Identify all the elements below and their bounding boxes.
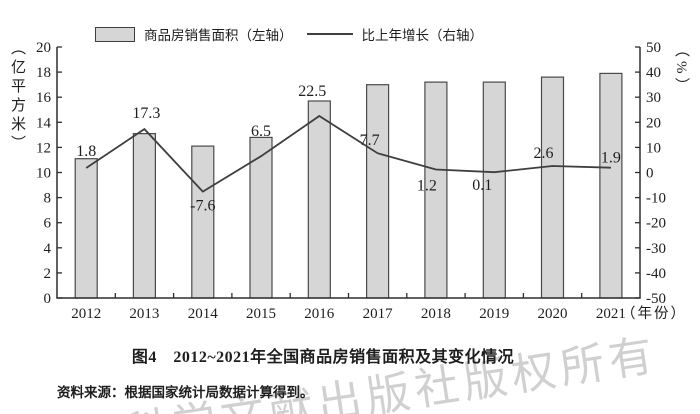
line-legend-label: 比上年增长（右轴） bbox=[361, 28, 484, 43]
year-label-2021: 2021 bbox=[596, 306, 626, 322]
bar-2016 bbox=[307, 100, 331, 299]
data-label-2018: 1.2 bbox=[417, 178, 437, 195]
left-tick-label: 8 bbox=[44, 191, 52, 207]
source-note: 资料来源：根据国家统计局数据计算得到。 bbox=[57, 385, 314, 400]
year-label-2016: 2016 bbox=[304, 306, 335, 322]
bar-legend-swatch-icon bbox=[95, 26, 135, 42]
year-label-2020: 2020 bbox=[538, 306, 568, 322]
left-tick-label: 2 bbox=[44, 266, 52, 282]
data-label-2017: 7.7 bbox=[360, 132, 380, 149]
right-tick-label: 10 bbox=[646, 140, 661, 156]
left-tick-label: 16 bbox=[36, 90, 52, 106]
x-axis-unit-label: （年份） bbox=[621, 306, 687, 322]
left-tick-label: 10 bbox=[36, 166, 51, 182]
year-label-2012: 2012 bbox=[71, 306, 101, 322]
year-label-2013: 2013 bbox=[129, 306, 159, 322]
bar-2013 bbox=[132, 133, 156, 299]
data-label-2015: 6.5 bbox=[251, 123, 271, 140]
right-tick-label: 50 bbox=[646, 40, 661, 56]
left-tick-label: 12 bbox=[36, 140, 51, 156]
data-label-2019: 0.1 bbox=[472, 177, 492, 194]
right-tick-label: -30 bbox=[646, 241, 666, 257]
right-tick-label: 20 bbox=[646, 115, 661, 131]
data-label-2016: 22.5 bbox=[298, 83, 326, 100]
year-label-2017: 2017 bbox=[363, 306, 394, 322]
combo-bar-line-chart: 1.8 17.3 -7.6 6.5 22.5 7.7 1.2 0.1 2.6 1.9 0 2 4 6 8 10… bbox=[36, 40, 666, 322]
year-label-2014: 2014 bbox=[188, 306, 219, 322]
year-label-2018: 2018 bbox=[421, 306, 451, 322]
right-tick-label: -40 bbox=[646, 266, 666, 282]
left-tick-label: 0 bbox=[44, 291, 52, 307]
right-tick-label: -20 bbox=[646, 216, 666, 232]
year-label-2019: 2019 bbox=[479, 306, 509, 322]
bar-2020 bbox=[540, 76, 565, 299]
left-tick-label: 20 bbox=[36, 40, 51, 56]
right-tick-label: 40 bbox=[646, 65, 661, 81]
bar-2014 bbox=[191, 145, 215, 299]
line-legend-swatch-icon bbox=[306, 33, 353, 35]
year-label-2015: 2015 bbox=[246, 306, 276, 322]
figure-caption: 图4 2012~2021年全国商品房销售面积及其变化情况 bbox=[131, 349, 515, 366]
left-tick-label: 6 bbox=[44, 216, 52, 232]
left-tick-label: 18 bbox=[36, 65, 51, 81]
bar-legend-label: 商品房销售面积（左轴） bbox=[144, 28, 293, 43]
data-label-2020: 2.6 bbox=[534, 145, 554, 162]
bar-2012 bbox=[74, 158, 98, 299]
right-tick-label: -50 bbox=[646, 291, 666, 307]
right-axis-unit-label: （%） bbox=[673, 42, 689, 97]
left-tick-label: 4 bbox=[44, 241, 52, 257]
right-tick-label: 30 bbox=[646, 90, 661, 106]
data-label-2013: 17.3 bbox=[132, 105, 160, 122]
bar-2017 bbox=[366, 84, 390, 299]
right-tick-label: 0 bbox=[646, 166, 654, 182]
right-tick-label: -10 bbox=[646, 191, 666, 207]
data-label-2012: 1.8 bbox=[76, 143, 96, 160]
bar-2021 bbox=[599, 72, 623, 299]
data-label-2021: 1.9 bbox=[601, 150, 621, 167]
left-axis-unit-label: （亿平方米） bbox=[9, 40, 25, 154]
chart-legend: 商品房销售面积（左轴） 比上年增长（右轴） bbox=[95, 24, 483, 44]
data-label-2014: -7.6 bbox=[190, 198, 215, 215]
left-tick-label: 14 bbox=[36, 115, 52, 131]
growth-line bbox=[85, 114, 611, 193]
